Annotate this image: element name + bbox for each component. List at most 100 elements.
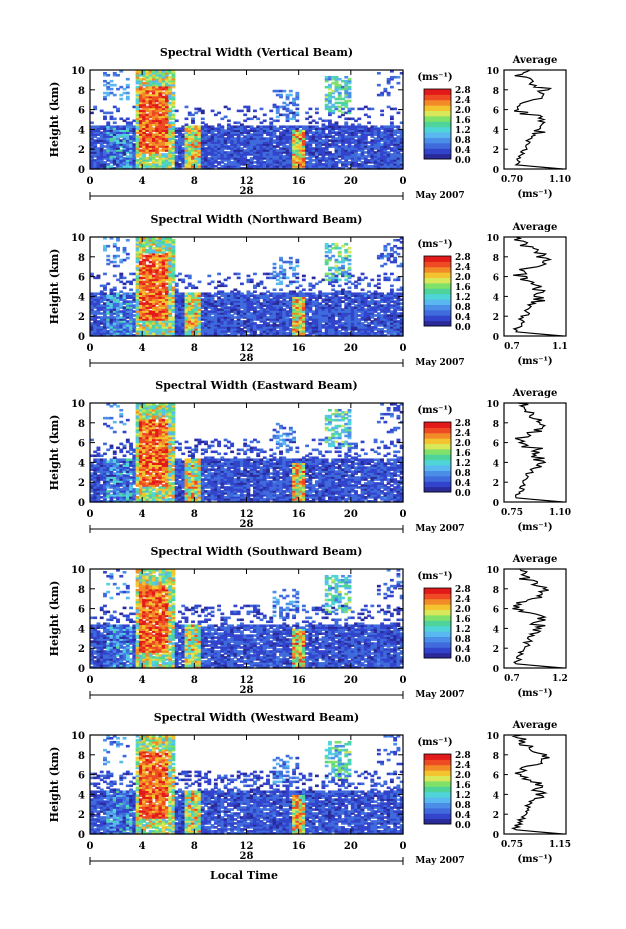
heatmap-cell [168, 71, 173, 75]
heatmap-cell [103, 157, 107, 160]
heatmap-cell [148, 101, 153, 105]
heatmap-cell [96, 324, 101, 327]
heatmap-cell [132, 272, 137, 276]
heatmap-cell [151, 127, 156, 130]
heatmap-cell [155, 284, 160, 288]
heatmap-cell [135, 101, 140, 105]
heatmap-cell [103, 324, 107, 327]
heatmap-cell [194, 145, 199, 148]
heatmap-cell [168, 75, 173, 79]
heatmap-cell [396, 165, 401, 168]
heatmap-cell [204, 143, 208, 146]
heatmap [90, 237, 404, 337]
heatmap-cell [226, 276, 231, 280]
heatmap-cell [275, 143, 280, 146]
heatmap-cell [334, 83, 339, 87]
heatmap-cell [233, 159, 238, 162]
heatmap-cell [292, 125, 297, 129]
heatmap-cell [138, 237, 143, 240]
heatmap-cell [155, 250, 160, 254]
heatmap-cell [106, 332, 111, 335]
heatmap-cell [210, 125, 215, 129]
heatmap-cell [106, 131, 111, 134]
heatmap-cell [90, 125, 94, 129]
heatmap-cell [331, 75, 336, 79]
heatmap-cell [279, 264, 283, 268]
heatmap-cell [354, 165, 358, 168]
heatmap-cell [262, 139, 267, 142]
heatmap-cell [334, 85, 339, 89]
heatmap-cell [161, 109, 166, 113]
heatmap-cell [187, 125, 192, 129]
heatmap-cell [334, 105, 339, 109]
heatmap-cell [109, 324, 114, 327]
heatmap-cell [288, 151, 293, 154]
heatmap-cell [135, 155, 140, 158]
heatmap-cell [116, 320, 120, 323]
heatmap-cell [243, 155, 248, 158]
heatmap-cell [171, 129, 176, 132]
heatmap-cell [125, 332, 130, 335]
heatmap-cell [308, 161, 313, 164]
heatmap-cell [279, 89, 283, 93]
heatmap-cell [96, 129, 101, 132]
heatmap-cell [135, 113, 140, 117]
heatmap-cell [396, 153, 401, 156]
heatmap-cell [135, 77, 140, 81]
heatmap-cell [396, 167, 401, 170]
heatmap-cell [337, 105, 342, 109]
heatmap-cell [132, 300, 137, 303]
heatmap-cell [344, 99, 349, 103]
heatmap-cell [269, 155, 274, 158]
heatmap-cell [275, 107, 280, 111]
heatmap-cell [376, 145, 381, 148]
heatmap-cell [148, 246, 153, 250]
heatmap-cell [148, 77, 153, 81]
heatmap-cell [168, 79, 173, 83]
heatmap-cell [239, 137, 244, 140]
heatmap-cell [103, 83, 107, 87]
heatmap-cell [230, 137, 235, 140]
heatmap-cell [116, 324, 120, 327]
heatmap-cell [334, 97, 339, 101]
heatmap-cell [383, 125, 388, 129]
heatmap-cell [158, 153, 163, 156]
heatmap-cell [135, 85, 140, 89]
heatmap-cell [187, 153, 192, 156]
heatmap-cell [129, 316, 133, 319]
heatmap-cell [393, 125, 398, 129]
heatmap-cell [256, 129, 261, 132]
heatmap-cell [308, 127, 313, 130]
heatmap-cell [125, 159, 130, 162]
heatmap-cell [272, 151, 277, 154]
heatmap-cell [90, 153, 94, 156]
heatmap-cell [285, 103, 290, 107]
heatmap-cell [373, 129, 378, 132]
heatmap-cell [386, 157, 391, 160]
heatmap-cell [155, 318, 160, 321]
heatmap-cell [145, 145, 150, 148]
heatmap-cell [321, 167, 326, 170]
heatmap-cell [285, 97, 290, 101]
heatmap-cell [259, 147, 264, 150]
heatmap-cell [311, 165, 316, 168]
heatmap-cell [266, 133, 270, 136]
heatmap-cell [148, 316, 153, 319]
heatmap-cell [380, 161, 385, 164]
heatmap-cell [210, 155, 215, 158]
heatmap-cell [125, 137, 130, 140]
heatmap-cell [217, 143, 222, 146]
heatmap-cell [230, 147, 235, 150]
heatmap-cell [204, 157, 208, 160]
heatmap-cell [197, 159, 202, 162]
heatmap-cell [249, 145, 254, 148]
heatmap-cell [370, 133, 375, 136]
heatmap-cell [112, 318, 117, 321]
heatmap-cell [220, 135, 225, 138]
heatmap-cell [344, 153, 349, 156]
heatmap-cell [363, 159, 368, 162]
heatmap-cell [151, 316, 156, 319]
heatmap-cell [142, 290, 147, 294]
heatmap-cell [314, 127, 319, 130]
heatmap-cell [168, 149, 173, 152]
